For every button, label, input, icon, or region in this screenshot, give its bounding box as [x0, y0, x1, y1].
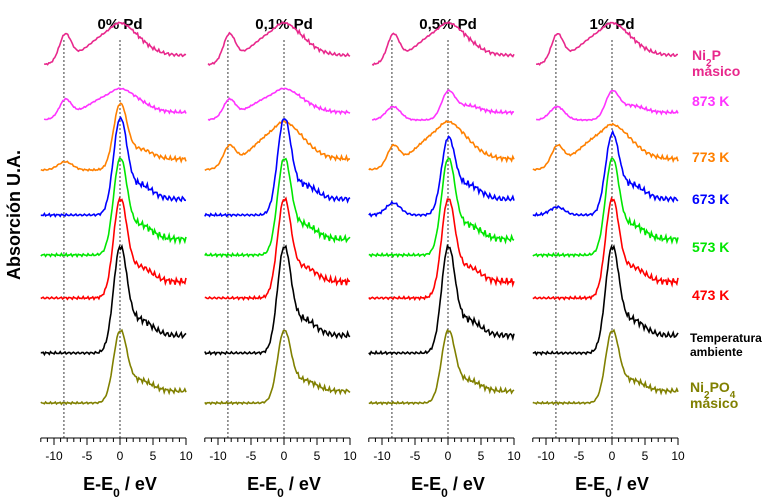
- spectrum-k573: [532, 157, 679, 259]
- spectrum-k873: [535, 89, 679, 122]
- x-tick-label: 0: [281, 449, 288, 463]
- spectrum-k773: [204, 120, 351, 171]
- x-tick-label: 10: [343, 449, 357, 463]
- x-axis-label: E-E0 / eV: [411, 474, 485, 497]
- legend-ni2p-line2: másico: [692, 63, 740, 79]
- x-tick-label: -10: [209, 449, 227, 463]
- legend-ni2po4-line2: másico: [690, 395, 738, 411]
- spectrum-amb: [368, 243, 515, 356]
- panel-title-0: 0% Pd: [97, 16, 142, 33]
- x-tick-label: 0: [445, 449, 452, 463]
- spectrum-k573: [40, 157, 187, 259]
- x-axis-label: E-E0 / eV: [83, 474, 157, 497]
- x-axis-label: E-E0 / eV: [575, 474, 649, 497]
- panel-1: -10 -5 0 5 10 E-E0 / eV: [204, 21, 357, 497]
- spectrum-ni2po4: [532, 328, 679, 406]
- spectrum-k773: [368, 119, 515, 171]
- x-tick-label: 5: [150, 449, 157, 463]
- legend-amb: Temperatura: [690, 331, 762, 345]
- x-tick-label: -10: [537, 449, 555, 463]
- x-tick-label: 5: [314, 449, 321, 463]
- x-tick-label: 10: [507, 449, 521, 463]
- x-tick-label: 10: [671, 449, 685, 463]
- spectrum-ni2p: [371, 20, 515, 66]
- panel-0: -10 -5 0 5 10 E-E0 / eV: [40, 21, 193, 497]
- legend-k473: 473 K: [692, 287, 729, 303]
- x-tick-label: -10: [45, 449, 63, 463]
- spectrum-ni2p: [43, 21, 187, 66]
- spectrum-ni2po4: [368, 328, 515, 406]
- x-tick-label: 0: [609, 449, 616, 463]
- spectrum-k773: [40, 102, 187, 172]
- spectrum-k673: [40, 116, 187, 218]
- x-tick-label: 10: [179, 449, 193, 463]
- legend-k573: 573 K: [692, 239, 729, 255]
- x-tick-label: -5: [82, 449, 93, 463]
- spectrum-k473: [40, 196, 187, 301]
- y-axis-label: Absorción U.A.: [4, 150, 24, 280]
- panel-title-2: 0,5% Pd: [419, 16, 477, 33]
- spectrum-k673: [368, 135, 515, 218]
- spectrum-k473: [204, 196, 351, 301]
- x-tick-label: 5: [478, 449, 485, 463]
- x-tick-label: 5: [642, 449, 649, 463]
- x-tick-label: -5: [410, 449, 421, 463]
- legend-k873: 873 K: [692, 93, 729, 109]
- spectrum-k873: [207, 87, 351, 121]
- x-tick-label: -5: [246, 449, 257, 463]
- legend-k673: 673 K: [692, 191, 729, 207]
- spectrum-k673: [204, 118, 351, 218]
- panel-title-1: 0,1% Pd: [255, 16, 313, 33]
- x-tick-label: 0: [117, 449, 124, 463]
- x-axis-label: E-E0 / eV: [247, 474, 321, 497]
- spectrum-amb: [532, 244, 679, 357]
- legend-ni2po4: Ni2PO4: [690, 379, 736, 401]
- panel-title-3: 1% Pd: [589, 16, 634, 33]
- spectrum-k473: [532, 196, 679, 301]
- spectrum-k873: [43, 87, 187, 121]
- panels-group: -10 -5 0 5 10E-E0 / eV-10 -5 0 5 10E-E0 / eV-10-…: [40, 20, 685, 497]
- legend-k773: 773 K: [692, 149, 729, 165]
- x-tick-label: -5: [574, 449, 585, 463]
- spectrum-amb: [40, 243, 187, 357]
- spectrum-ni2p: [536, 21, 678, 66]
- spectrum-ni2po4: [204, 329, 351, 406]
- spectrum-ni2po4: [40, 328, 187, 406]
- spectrum-ni2p: [207, 21, 351, 66]
- panel-2: -10 -5 0 5 10 E-E0 / eV: [368, 20, 521, 497]
- x-tick-label: -10: [373, 449, 391, 463]
- spectrum-k873: [371, 89, 515, 122]
- spectrum-k573: [368, 157, 515, 259]
- spectrum-k773: [532, 122, 679, 172]
- spectrum-k573: [204, 157, 351, 259]
- spectrum-k473: [368, 198, 515, 302]
- legend-ni2p: Ni2P: [692, 47, 721, 69]
- spectrum-k673: [532, 129, 679, 217]
- legend-amb-line2: ambiente: [690, 345, 743, 359]
- spectrum-amb: [204, 244, 351, 356]
- panel-3: -10 -5 0 5 10 E-E0 / eV: [532, 21, 685, 497]
